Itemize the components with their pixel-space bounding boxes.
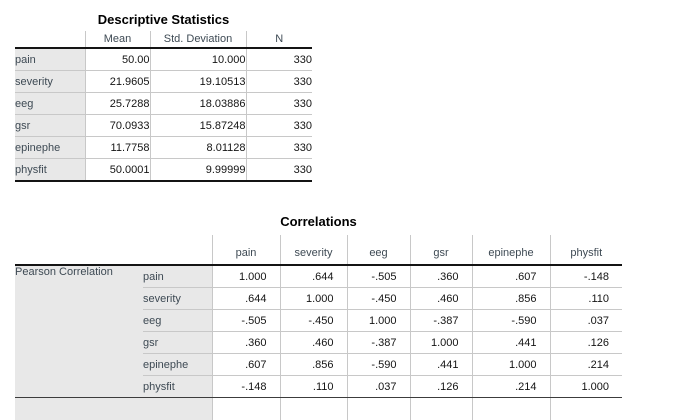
stat-cell: 330 [246,137,312,159]
clipped-row-label-cell [143,398,212,420]
correlation-cell: .214 [472,376,550,398]
row-label: physfit [143,376,212,398]
stat-cell: 330 [246,115,312,137]
stat-cell: 25.7288 [85,93,150,115]
column-header-pain: pain [212,235,280,265]
descriptive-statistics-section: Descriptive Statistics Mean Std. Deviati… [15,12,312,182]
row-label: epinephe [143,354,212,376]
table-row: severity 21.9605 19.10513 330 [15,71,312,93]
stat-cell: 21.9605 [85,71,150,93]
stat-cell: 9.99999 [150,159,246,182]
correlations-title: Correlations [15,214,622,230]
correlation-cell: 1.000 [550,376,622,398]
correlation-cell: .126 [410,376,472,398]
block-label-pearson-correlation: Pearson Correlation [15,265,143,398]
correlation-cell: 1.000 [347,310,410,332]
column-header-severity: severity [280,235,347,265]
correlation-cell: .460 [410,288,472,310]
correlation-cell: -.590 [472,310,550,332]
correlations-header-row: pain severity eeg gsr epinephe physfit [15,235,622,265]
correlation-cell: .037 [550,310,622,332]
correlation-cell: .460 [280,332,347,354]
correlation-cell: -.387 [347,332,410,354]
column-header-eeg: eeg [347,235,410,265]
table-row: pain 50.00 10.000 330 [15,48,312,71]
correlation-cell: .214 [550,354,622,376]
descriptives-header-row: Mean Std. Deviation N [15,31,312,48]
correlation-cell: 1.000 [212,265,280,288]
correlation-cell: .644 [212,288,280,310]
stat-cell: 50.00 [85,48,150,71]
stat-cell: 19.10513 [150,71,246,93]
row-label: gsr [15,115,85,137]
descriptives-title: Descriptive Statistics [15,12,312,28]
column-header-physfit: physfit [550,235,622,265]
row-label: eeg [143,310,212,332]
stat-cell: 330 [246,93,312,115]
stat-cell: 50.0001 [85,159,150,182]
row-label: gsr [143,332,212,354]
table-row: eeg 25.7288 18.03886 330 [15,93,312,115]
row-label-header-cell [143,235,212,265]
block-stub-header-cell [15,235,143,265]
stat-cell: 330 [246,159,312,182]
correlation-cell: -.387 [410,310,472,332]
stat-cell: 330 [246,48,312,71]
correlations-table: pain severity eeg gsr epinephe physfit P… [15,235,622,420]
correlations-section: Correlations pain severity eeg gsr epine… [15,214,622,420]
stat-cell: 330 [246,71,312,93]
correlation-cell: .360 [212,332,280,354]
correlation-cell: 1.000 [472,354,550,376]
column-header-epinephe: epinephe [472,235,550,265]
column-header-gsr: gsr [410,235,472,265]
correlation-cell: -.505 [212,310,280,332]
stat-cell: 70.0933 [85,115,150,137]
stub-header-cell [15,31,85,48]
table-row: epinephe 11.7758 8.01128 330 [15,137,312,159]
correlation-cell: -.450 [280,310,347,332]
table-row: physfit 50.0001 9.99999 330 [15,159,312,182]
correlation-cell: 1.000 [410,332,472,354]
column-header-n: N [246,31,312,48]
row-label: physfit [15,159,85,182]
correlation-cell: -.590 [347,354,410,376]
descriptives-table: Mean Std. Deviation N pain 50.00 10.000 … [15,31,312,182]
stat-cell: 18.03886 [150,93,246,115]
row-label: severity [143,288,212,310]
correlation-cell: .644 [280,265,347,288]
column-header-std-deviation: Std. Deviation [150,31,246,48]
clipped-block-stub-cell [15,398,143,420]
correlation-cell: 1.000 [280,288,347,310]
table-row: gsr 70.0933 15.87248 330 [15,115,312,137]
stat-cell: 11.7758 [85,137,150,159]
correlation-cell: .856 [472,288,550,310]
correlation-cell: .037 [347,376,410,398]
correlation-cell: .607 [472,265,550,288]
correlation-cell: -.148 [212,376,280,398]
row-label: eeg [15,93,85,115]
correlation-cell: .441 [472,332,550,354]
table-row: Pearson Correlation pain 1.000 .644 -.50… [15,265,622,288]
stat-cell: 8.01128 [150,137,246,159]
correlation-cell: .110 [280,376,347,398]
correlation-cell: .856 [280,354,347,376]
correlation-cell: .126 [550,332,622,354]
row-label: epinephe [15,137,85,159]
correlation-cell: -.505 [347,265,410,288]
row-label: pain [15,48,85,71]
row-label: severity [15,71,85,93]
clipped-next-row [15,398,622,420]
stat-cell: 10.000 [150,48,246,71]
correlation-cell: -.148 [550,265,622,288]
correlation-cell: .110 [550,288,622,310]
correlation-cell: .607 [212,354,280,376]
correlation-cell: .360 [410,265,472,288]
row-label: pain [143,265,212,288]
correlation-cell: -.450 [347,288,410,310]
column-header-mean: Mean [85,31,150,48]
correlation-cell: .441 [410,354,472,376]
stat-cell: 15.87248 [150,115,246,137]
